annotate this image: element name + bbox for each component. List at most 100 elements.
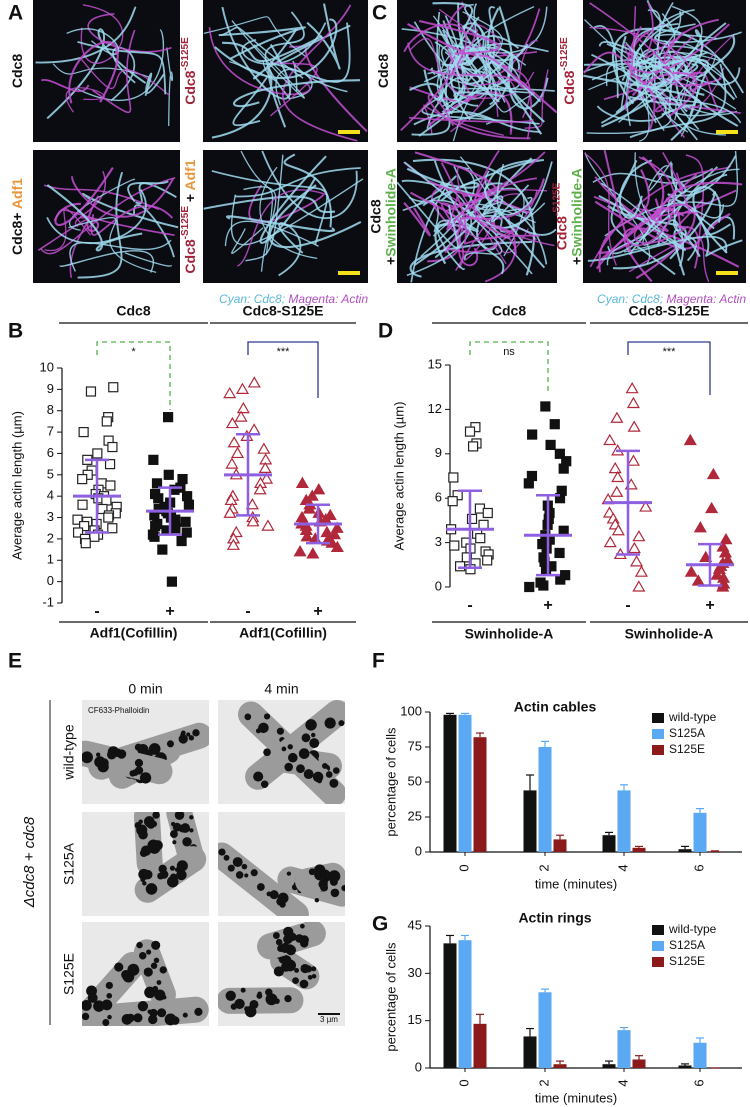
filament xyxy=(464,45,497,106)
patch xyxy=(96,752,101,757)
point xyxy=(549,419,560,430)
filament xyxy=(496,163,533,216)
y-tick-label: 75 xyxy=(408,738,422,753)
filament xyxy=(632,12,709,68)
label-part: Cdc8 xyxy=(182,239,198,273)
patch xyxy=(256,883,265,891)
filament xyxy=(409,69,444,101)
patch xyxy=(244,713,252,721)
bar xyxy=(553,839,567,852)
treatment-label: Swinholide-A xyxy=(625,626,714,642)
point xyxy=(455,561,466,572)
y-axis-title: percentage of cells xyxy=(383,727,398,837)
filament xyxy=(243,186,277,272)
patch xyxy=(143,869,153,880)
patch xyxy=(137,1001,149,1012)
point xyxy=(235,382,250,394)
comparison-bracket xyxy=(247,341,319,398)
patch xyxy=(139,951,147,960)
patch xyxy=(257,991,262,996)
filament xyxy=(400,23,468,132)
y-tick-label: 0 xyxy=(415,1059,422,1074)
patch xyxy=(170,873,178,881)
patch xyxy=(299,979,309,989)
filament xyxy=(685,154,705,255)
x-tick-label: + xyxy=(543,597,552,614)
point xyxy=(247,376,261,388)
filament xyxy=(646,0,744,94)
x-tick-label: - xyxy=(94,603,99,620)
point xyxy=(295,476,309,488)
micrograph xyxy=(33,0,180,142)
filament xyxy=(252,24,351,80)
patch xyxy=(287,744,293,750)
point xyxy=(626,454,641,466)
filament xyxy=(645,1,675,59)
bar xyxy=(617,1030,631,1068)
point xyxy=(162,412,174,423)
filament xyxy=(476,157,533,275)
caption-part: Cyan: Cdc8; xyxy=(219,292,285,306)
y-tick-label: 100 xyxy=(400,703,422,718)
filament xyxy=(635,48,657,124)
patch xyxy=(134,766,144,775)
filament xyxy=(615,78,742,124)
panel-letter: A xyxy=(8,2,23,25)
image-label: Cdc8-S125E xyxy=(180,37,198,105)
bar xyxy=(632,847,646,852)
filament xyxy=(418,20,501,55)
point xyxy=(466,513,478,525)
patch xyxy=(143,816,155,827)
patch xyxy=(225,990,236,1001)
patch xyxy=(107,746,120,758)
filament xyxy=(125,252,172,267)
label-part: Cdc8 xyxy=(182,70,198,104)
patch xyxy=(189,828,194,833)
image-label: +Swinholide-A xyxy=(568,168,584,265)
y-tick-label: 8 xyxy=(47,402,54,417)
y-tick-label: -1 xyxy=(42,594,54,609)
patch xyxy=(244,873,249,878)
point xyxy=(225,416,239,429)
point xyxy=(247,423,261,435)
point xyxy=(603,433,617,446)
patch xyxy=(304,965,313,973)
point xyxy=(170,514,181,525)
patch xyxy=(288,752,298,763)
group-label: Cdc8-S125E xyxy=(629,303,710,319)
patch xyxy=(269,890,279,900)
point xyxy=(183,499,194,510)
patch xyxy=(102,1019,110,1026)
point xyxy=(149,531,160,542)
panel-letter: F xyxy=(372,650,385,673)
patch xyxy=(114,962,124,972)
y-tick-label: 0 xyxy=(435,578,442,593)
point xyxy=(258,461,272,474)
filament xyxy=(691,206,743,257)
point xyxy=(305,489,319,501)
legend-label: S125E xyxy=(669,742,705,756)
scale-bar xyxy=(338,130,360,134)
filament xyxy=(65,87,105,113)
filament xyxy=(436,55,494,125)
point xyxy=(231,446,245,459)
point xyxy=(634,565,648,577)
patch xyxy=(230,1003,238,1010)
caption: Cyan: Cdc8; Magenta: Actin xyxy=(219,292,368,306)
bar xyxy=(678,1065,692,1068)
scale-bar xyxy=(716,130,738,134)
filament xyxy=(203,195,336,214)
filament xyxy=(591,53,667,122)
bar xyxy=(708,851,722,852)
patch xyxy=(116,749,127,759)
filament xyxy=(633,212,699,244)
filament xyxy=(59,250,155,273)
patch xyxy=(137,744,149,756)
caption-part: Magenta: Actin xyxy=(663,292,746,306)
patch xyxy=(189,815,194,820)
filament xyxy=(397,181,459,249)
y-tick-label: 3 xyxy=(47,509,54,524)
filament xyxy=(407,42,525,90)
filament xyxy=(673,229,701,276)
patch xyxy=(178,824,187,833)
